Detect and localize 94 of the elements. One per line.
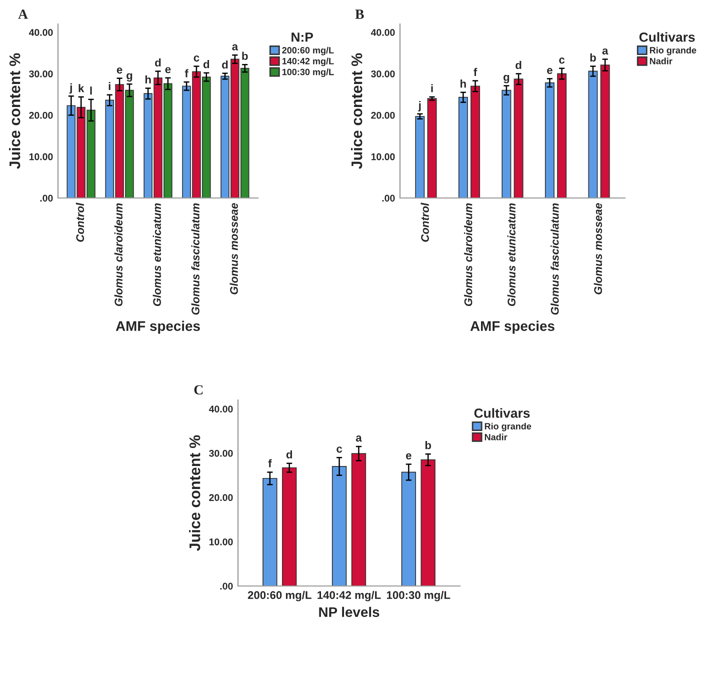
y-tick-label: 20.00 <box>29 112 53 119</box>
legend-title: Cultivars <box>474 408 530 418</box>
y-tick-label: 20.00 <box>209 494 233 502</box>
bar <box>351 453 366 586</box>
bar <box>401 472 416 586</box>
bar <box>332 466 347 586</box>
data-label: e <box>547 68 552 74</box>
y-tick-label: 30.00 <box>371 70 395 78</box>
x-tick-label: Glomus fasciculatum <box>191 203 200 315</box>
bar <box>458 96 468 198</box>
x-tick-label: Glomus claroideum <box>464 203 472 306</box>
data-label: a <box>356 436 362 442</box>
data-label: e <box>116 68 122 74</box>
x-tick-label: 100:30 mg/L <box>386 590 450 602</box>
x-axis-title: NP levels <box>319 606 380 618</box>
text: B <box>355 10 364 19</box>
x-tick-label: 200:60 mg/L <box>248 590 312 602</box>
y-tick-label: 30.00 <box>29 70 53 78</box>
bar <box>420 459 436 586</box>
x-tick-label: Glomus claroideum <box>114 203 123 306</box>
y-tick-label: .00 <box>220 582 233 590</box>
data-label: d <box>222 60 228 69</box>
data-label: a <box>602 48 608 55</box>
data-label: e <box>165 67 171 74</box>
y-axis-title: Juice content % <box>189 435 200 551</box>
data-label: a <box>232 44 238 50</box>
data-label: c <box>194 55 200 62</box>
x-tick-label: Control <box>76 202 84 242</box>
x-tick-label: Control <box>420 202 429 242</box>
y-tick-label: 40.00 <box>208 406 233 412</box>
bar <box>282 467 297 586</box>
legend-label: Rio grande <box>650 46 696 56</box>
y-tick-label: 10.00 <box>209 538 233 546</box>
bar <box>470 86 480 198</box>
bar <box>262 478 278 586</box>
x-tick-label: Glomus mosseae <box>594 203 602 294</box>
data-label: f <box>268 459 272 468</box>
legend-label: 100:30 mg/L <box>282 68 334 77</box>
x-axis-title: AMF species <box>470 320 554 334</box>
legend-label: 140:42 mg/L <box>282 58 334 66</box>
data-label: f <box>474 68 478 76</box>
legend-label: Nadir <box>650 58 672 64</box>
bar <box>600 64 610 198</box>
y-tick-label: 10.00 <box>371 153 395 160</box>
data-label: d <box>516 60 522 70</box>
y-tick-label: 20.00 <box>371 112 395 119</box>
data-label: c <box>336 446 342 453</box>
y-axis-title: Juice content % <box>9 53 20 169</box>
data-label: b <box>590 53 596 62</box>
y-tick-label: 40.00 <box>28 29 53 36</box>
legend-title: Cultivars <box>639 32 695 42</box>
x-tick-label: Glomus etunicatum <box>152 203 161 306</box>
bar <box>544 82 554 198</box>
data-label: b <box>425 441 432 450</box>
x-tick-label: Glomus fasciculatum <box>550 203 559 315</box>
bar <box>502 90 512 198</box>
bar <box>557 73 567 198</box>
data-label: i <box>431 84 433 92</box>
data-label: l <box>90 86 92 95</box>
y-tick-label: 30.00 <box>209 450 233 457</box>
y-tick-label: .00 <box>40 194 53 202</box>
legend-label: 200:60 mg/L <box>282 46 334 56</box>
y-tick-label: .00 <box>382 194 395 202</box>
data-label: d <box>286 450 292 458</box>
data-label: c <box>559 58 565 64</box>
data-label: g <box>126 73 132 82</box>
text: C <box>194 385 203 395</box>
x-tick-label: 140:42 mg/L <box>318 590 381 602</box>
y-axis-title: Juice content % <box>351 53 362 169</box>
data-label: i <box>108 82 110 90</box>
data-label: j <box>418 101 421 112</box>
data-label: k <box>78 84 84 92</box>
data-label: d <box>203 60 210 68</box>
data-label: h <box>145 75 151 84</box>
y-tick-label: 10.00 <box>29 153 53 160</box>
bar <box>588 70 598 198</box>
text: A <box>18 10 28 19</box>
x-tick-label: Glomus mosseae <box>230 203 238 294</box>
data-label: f <box>184 69 188 78</box>
bar <box>514 78 524 198</box>
x-tick-label: Glomus etunicatum <box>507 203 516 306</box>
bar <box>427 98 437 198</box>
legend-title: N:P <box>292 32 313 42</box>
data-label: g <box>504 74 510 84</box>
data-label: d <box>155 58 161 67</box>
data-label: h <box>460 80 466 88</box>
x-axis-title: AMF species <box>116 320 200 334</box>
bar <box>415 116 425 198</box>
legend-label: Nadir <box>484 434 508 440</box>
y-tick-label: 40.00 <box>370 29 395 36</box>
data-label: b <box>242 52 248 60</box>
data-label: j <box>69 83 72 94</box>
data-label: e <box>406 453 412 460</box>
legend-label: Rio grande <box>484 422 532 432</box>
